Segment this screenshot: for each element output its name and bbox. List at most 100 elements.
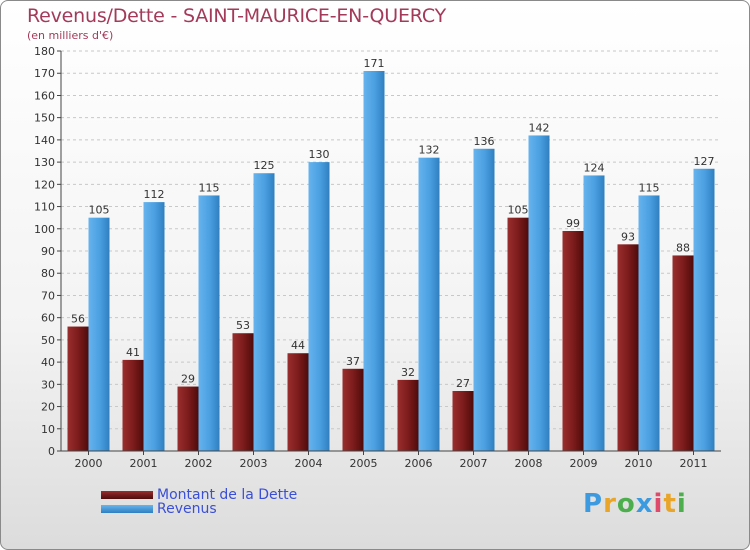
bar-revenus: [143, 202, 165, 451]
axes: 0 10 20 30 40 50 60 70 80 90 100 110 120 130 140 150 160…: [34, 45, 721, 470]
x-tick-label: 2004: [295, 457, 323, 470]
x-tick-label: 2000: [75, 457, 103, 470]
y-tick-label: 60: [41, 312, 55, 325]
proxiti-logo: Proxiti: [583, 489, 687, 519]
y-tick-label: 130: [34, 156, 55, 169]
x-tick-label: 2003: [240, 457, 268, 470]
legend-item-revenus: Revenus: [101, 501, 217, 517]
y-tick-label: 80: [41, 267, 55, 280]
x-tick-label: 2002: [185, 457, 213, 470]
data-label: 112: [144, 188, 165, 201]
x-tick-label: 2010: [625, 457, 653, 470]
data-label: 41: [126, 346, 140, 359]
x-tick-label: 2006: [405, 457, 433, 470]
y-tick-label: 180: [34, 45, 55, 58]
bars: 56 105 41 112 29 115 53 125 44 130 37 171 32 132 27 136…: [67, 57, 715, 451]
x-tick-label: 2008: [515, 457, 543, 470]
bar-dette: [617, 244, 639, 451]
data-label: 27: [456, 377, 470, 390]
bar-dette: [562, 231, 584, 451]
legend-label-dette: Montant de la Dette: [157, 487, 298, 503]
y-tick-label: 160: [34, 89, 55, 102]
y-tick-label: 110: [34, 201, 55, 214]
bar-revenus: [583, 175, 605, 451]
grid-lines: [61, 50, 721, 452]
bar-revenus: [198, 195, 220, 451]
bar-revenus: [693, 168, 715, 451]
y-tick-label: 20: [41, 401, 55, 414]
logo-letter: x: [635, 489, 654, 519]
data-label: 37: [346, 355, 360, 368]
legend-label-revenus: Revenus: [157, 501, 217, 517]
y-tick-label: 50: [41, 334, 55, 347]
logo-letter: i: [676, 489, 687, 519]
bar-dette: [122, 359, 144, 451]
logo-letter: r: [603, 489, 617, 519]
data-label: 115: [639, 181, 660, 194]
bar-dette: [287, 353, 309, 451]
data-label: 29: [181, 373, 195, 386]
y-tick-label: 0: [48, 445, 55, 458]
bar-revenus: [88, 217, 110, 451]
bar-dette: [232, 333, 254, 451]
x-tick-label: 2007: [460, 457, 488, 470]
legend-item-dette: Montant de la Dette: [101, 487, 298, 503]
chart-subtitle: (en milliers d'€): [27, 29, 114, 42]
bar-dette: [397, 379, 419, 451]
bar-revenus: [253, 173, 275, 451]
data-label: 88: [676, 241, 690, 254]
bar-revenus: [638, 195, 660, 451]
data-label: 56: [71, 313, 85, 326]
data-label: 53: [236, 319, 250, 332]
bar-dette: [342, 368, 364, 451]
y-tick-label: 90: [41, 245, 55, 258]
data-label: 93: [621, 230, 635, 243]
bar-dette: [67, 326, 89, 451]
y-tick-label: 30: [41, 378, 55, 391]
y-tick-label: 170: [34, 67, 55, 80]
bar-dette: [452, 391, 474, 451]
x-tick-label: 2009: [570, 457, 598, 470]
logo-letter: t: [663, 489, 677, 519]
y-tick-label: 120: [34, 178, 55, 191]
bar-revenus: [418, 157, 440, 451]
logo-letter: o: [616, 489, 636, 519]
chart-title: Revenus/Dette - SAINT-MAURICE-EN-QUERCY: [27, 5, 447, 27]
data-label: 105: [508, 204, 529, 217]
legend-swatch-revenus: [101, 505, 153, 513]
data-label: 130: [309, 148, 330, 161]
data-label: 124: [584, 161, 605, 174]
data-label: 136: [474, 135, 495, 148]
logo-letter: i: [653, 489, 664, 519]
y-tick-label: 40: [41, 356, 55, 369]
x-tick-label: 2001: [130, 457, 158, 470]
data-label: 115: [199, 181, 220, 194]
data-label: 171: [364, 57, 385, 70]
data-label: 125: [254, 159, 275, 172]
data-label: 44: [291, 339, 305, 352]
y-tick-label: 70: [41, 289, 55, 302]
bar-revenus: [528, 135, 550, 451]
y-tick-label: 150: [34, 112, 55, 125]
data-label: 99: [566, 217, 580, 230]
data-label: 127: [694, 155, 715, 168]
bar-dette: [177, 386, 199, 451]
x-tick-label: 2011: [680, 457, 708, 470]
bar-revenus: [363, 71, 385, 451]
y-tick-label: 140: [34, 134, 55, 147]
bar-revenus: [308, 162, 330, 451]
bar-dette: [507, 217, 529, 451]
data-label: 142: [529, 121, 550, 134]
bar-revenus: [473, 148, 495, 451]
data-label: 132: [419, 144, 440, 157]
bar-dette: [672, 255, 694, 451]
data-label: 32: [401, 366, 415, 379]
data-label: 105: [89, 204, 110, 217]
logo-letter: P: [583, 489, 604, 519]
y-tick-label: 100: [34, 223, 55, 236]
x-tick-label: 2005: [350, 457, 378, 470]
legend-swatch-dette: [101, 491, 153, 499]
y-tick-label: 10: [41, 423, 55, 436]
